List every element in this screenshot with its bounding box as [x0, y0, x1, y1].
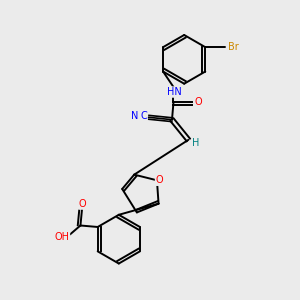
Text: O: O	[79, 199, 86, 209]
Text: O: O	[155, 175, 163, 185]
Text: Br: Br	[228, 42, 238, 52]
Text: O: O	[194, 97, 202, 107]
Text: HN: HN	[167, 87, 182, 97]
Text: H: H	[192, 138, 200, 148]
Text: N: N	[130, 111, 138, 121]
Text: OH: OH	[55, 232, 70, 242]
Text: C: C	[140, 111, 147, 121]
